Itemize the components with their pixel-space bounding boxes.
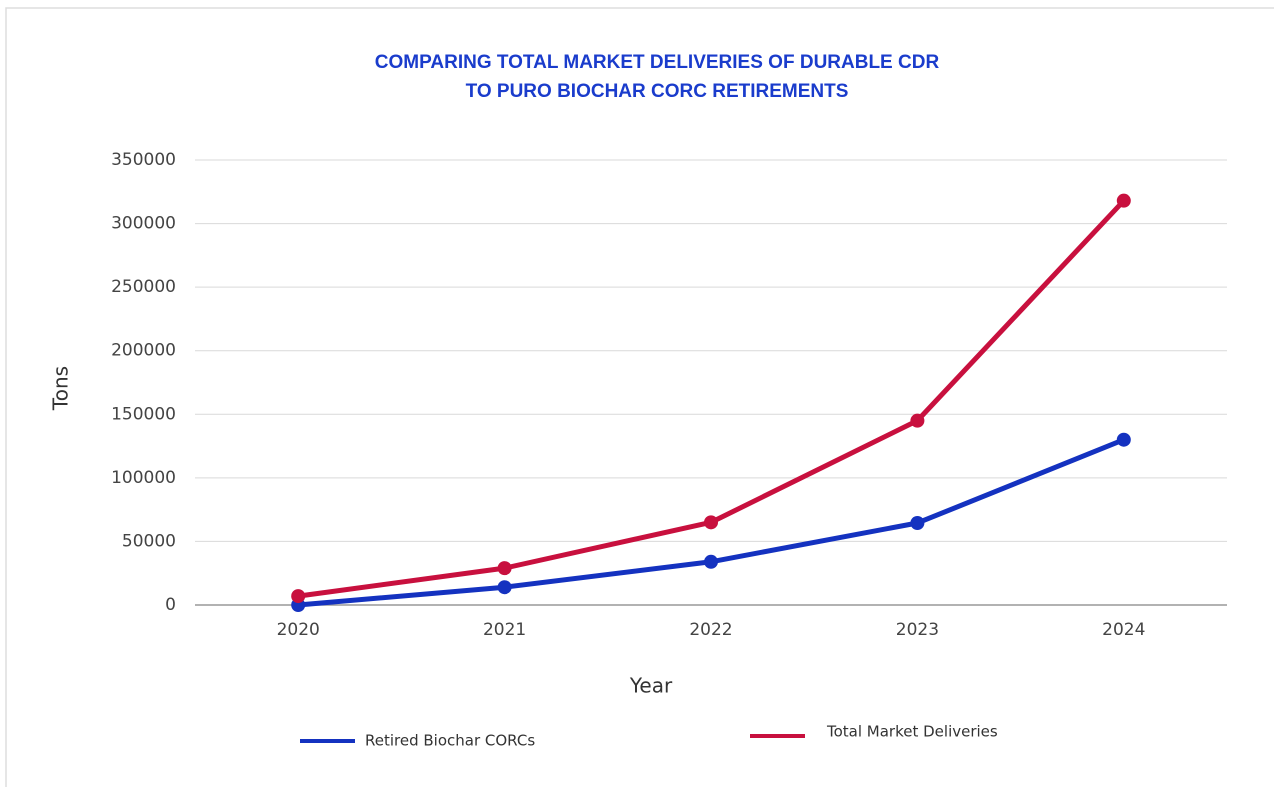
point bbox=[704, 515, 718, 530]
chart-title: TO PURO BIOCHAR CORC RETIREMENTS bbox=[466, 81, 849, 102]
point bbox=[497, 561, 512, 576]
x-tick-label: 2021 bbox=[483, 620, 526, 640]
chart-title: COMPARING TOTAL MARKET DELIVERIES OF DUR… bbox=[375, 52, 940, 73]
frame bbox=[5, 7, 1274, 787]
y-tick-label: 0 bbox=[165, 595, 176, 615]
x-tick-label: 2024 bbox=[1102, 620, 1145, 640]
point bbox=[910, 515, 925, 530]
point bbox=[1116, 193, 1131, 208]
point bbox=[704, 554, 718, 569]
legend-label: Retired Biochar CORCs bbox=[365, 732, 535, 750]
point bbox=[910, 413, 925, 428]
x-tick-label: 2023 bbox=[896, 620, 939, 640]
series-line bbox=[297, 198, 1126, 599]
x-axis-title: Year bbox=[629, 674, 673, 698]
y-tick-label: 150000 bbox=[111, 404, 176, 424]
point bbox=[497, 580, 512, 595]
point bbox=[291, 589, 306, 604]
y-axis-title: Tons bbox=[49, 366, 73, 411]
point bbox=[1116, 432, 1131, 447]
y-tick-label: 200000 bbox=[111, 341, 176, 361]
legend-label: Total Market Deliveries bbox=[826, 723, 998, 741]
y-tick-label: 350000 bbox=[111, 150, 176, 170]
x-tick-label: 2022 bbox=[689, 620, 732, 640]
x-tick-label: 2020 bbox=[277, 620, 320, 640]
y-tick-label: 300000 bbox=[111, 214, 176, 234]
y-tick-label: 100000 bbox=[111, 468, 176, 488]
y-tick-label: 250000 bbox=[111, 277, 176, 297]
y-tick-label: 50000 bbox=[122, 531, 176, 551]
